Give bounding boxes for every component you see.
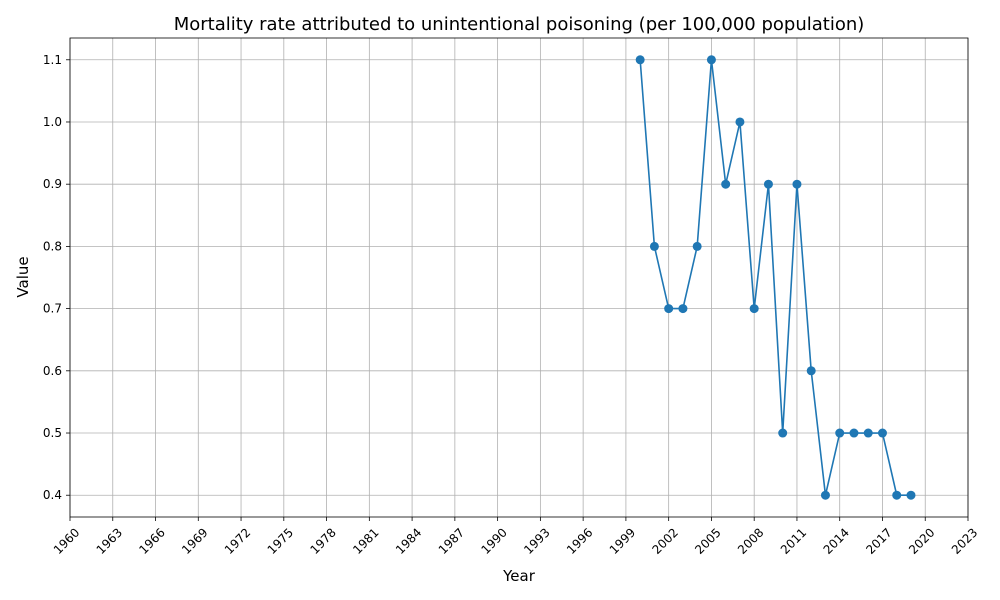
x-tick-label: 1966 (136, 525, 167, 556)
data-point (706, 55, 716, 65)
plot-frame (69, 37, 969, 518)
x-tick-label: 1987 (436, 525, 467, 556)
data-point (849, 428, 859, 438)
data-point (678, 304, 688, 314)
data-point (820, 490, 830, 500)
data-point (763, 179, 773, 189)
x-tick-label: 2023 (949, 525, 980, 556)
y-tick-label: 1.1 (43, 53, 62, 67)
x-tick-label: 2011 (778, 525, 809, 556)
data-point (863, 428, 873, 438)
x-tick-label: 2002 (650, 525, 681, 556)
data-point (835, 428, 845, 438)
x-axis: 1960 1963 1966 1969 1972 1975 1978 1981 1984 1987… (51, 517, 980, 557)
data-point (778, 428, 788, 438)
x-tick-label: 1996 (564, 525, 595, 556)
x-tick-label: 1993 (521, 525, 552, 556)
x-tick-label: 1984 (393, 525, 424, 556)
data-point (664, 304, 674, 314)
x-tick-label: 1972 (222, 525, 253, 556)
data-point (906, 490, 916, 500)
data-point (692, 241, 702, 251)
x-tick-label: 1999 (607, 525, 638, 556)
series-layer (635, 55, 916, 500)
data-point (735, 117, 745, 127)
x-axis-label: Year (502, 567, 536, 585)
x-tick-label: 1981 (350, 525, 381, 556)
x-tick-label: 1960 (51, 525, 82, 556)
data-point (806, 366, 816, 376)
data-point (721, 179, 731, 189)
y-tick-label: 0.6 (43, 364, 62, 378)
y-tick-label: 0.7 (43, 302, 62, 316)
y-tick-label: 0.5 (43, 426, 62, 440)
y-tick-label: 0.9 (43, 177, 62, 191)
x-tick-label: 1990 (478, 525, 509, 556)
y-axis: 0.4 0.5 0.6 0.7 0.8 0.9 1.0 1.1 (43, 53, 70, 502)
data-point (892, 490, 902, 500)
data-point (649, 241, 659, 251)
y-tick-label: 0.8 (43, 239, 62, 253)
y-tick-label: 0.4 (43, 488, 62, 502)
x-tick-label: 2005 (692, 525, 723, 556)
x-tick-label: 1978 (307, 525, 338, 556)
x-tick-label: 1963 (94, 525, 125, 556)
data-point (792, 179, 802, 189)
x-tick-label: 1975 (265, 525, 296, 556)
grid-lines (69, 38, 969, 517)
y-axis-label: Value (14, 256, 32, 297)
chart-title: Mortality rate attributed to unintention… (174, 14, 865, 35)
data-point (877, 428, 887, 438)
x-tick-label: 2017 (863, 525, 894, 556)
y-tick-label: 1.0 (43, 115, 62, 129)
x-tick-label: 2008 (735, 525, 766, 556)
data-point (635, 55, 645, 65)
x-tick-label: 2014 (821, 525, 852, 556)
x-tick-label: 1969 (179, 525, 210, 556)
data-point (749, 304, 759, 314)
x-tick-label: 2020 (906, 525, 937, 556)
